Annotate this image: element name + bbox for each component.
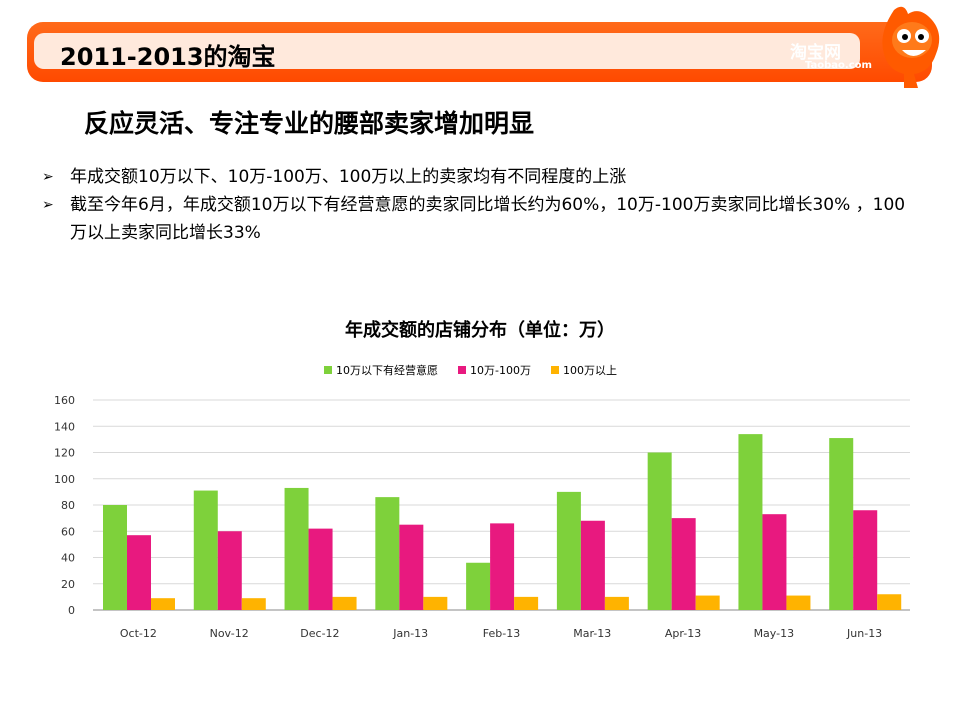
y-tick-label: 160 (54, 394, 75, 407)
legend-label: 10万以下有经营意愿 (336, 364, 438, 377)
legend-label: 100万以上 (562, 364, 617, 377)
legend-swatch (550, 366, 559, 374)
bullet-item: ➢ 年成交额10万以下、10万-100万、100万以上的卖家均有不同程度的上涨 (40, 163, 920, 191)
bar-1 (399, 524, 424, 610)
y-tick-label: 60 (61, 525, 75, 538)
bar-1 (671, 518, 696, 610)
y-tick-label: 140 (54, 420, 75, 433)
chart-title: 年成交额的店铺分布（单位：万） (345, 320, 615, 341)
bar-1 (217, 531, 242, 610)
x-tick-label: Nov-12 (210, 627, 249, 640)
x-tick-label: Mar-13 (573, 627, 611, 640)
taobao-logo-subtext: Taobao.com (805, 60, 872, 71)
bar-2 (332, 596, 357, 610)
y-tick-label: 40 (61, 552, 75, 565)
x-tick-label: Jun-13 (846, 627, 882, 640)
x-tick-label: May-13 (754, 627, 795, 640)
bar-chart: 0 20 40 60 80 100 120 140 160 Oct-12 Nov-12 Dec-12 J… (54, 394, 910, 640)
header-banner-inner (34, 33, 860, 69)
bar-0 (466, 562, 491, 610)
x-tick-label: Jan-13 (392, 627, 428, 640)
bar-0 (193, 490, 218, 610)
bullet-arrow-icon: ➢ (42, 169, 54, 185)
bar-0 (375, 497, 400, 610)
bar-1 (490, 523, 515, 610)
bar-0 (738, 434, 763, 610)
bar-1 (853, 510, 878, 610)
bar-0 (647, 452, 672, 610)
legend-item: 100万以上 (550, 362, 617, 378)
bar-2 (151, 598, 175, 610)
bar-2 (877, 594, 902, 610)
y-tick-label: 100 (54, 473, 75, 486)
x-tick-label: Apr-13 (665, 627, 701, 640)
x-tick-label: Oct-12 (120, 627, 157, 640)
bar-0 (284, 487, 309, 610)
bullet-text: 截至今年6月，年成交额10万以下有经营意愿的卖家同比增长约为60%，10万-10… (70, 195, 906, 243)
legend-swatch (458, 366, 466, 374)
legend-item: 10万-100万 (458, 362, 531, 378)
x-tick-label: Dec-12 (300, 627, 339, 640)
chart-legend: 10万以下有经营意愿 10万-100万 100万以上 (324, 362, 617, 378)
bar-0 (103, 505, 127, 610)
bullet-item: ➢ 截至今年6月，年成交额10万以下有经营意愿的卖家同比增长约为60%，10万-… (40, 191, 920, 247)
bar-2 (423, 596, 448, 610)
bar-2 (241, 598, 266, 610)
legend-item: 10万以下有经营意愿 (324, 362, 438, 378)
bar-0 (829, 438, 854, 610)
bullet-list: ➢ 年成交额10万以下、10万-100万、100万以上的卖家均有不同程度的上涨 … (40, 163, 920, 247)
slide-subtitle: 反应灵活、专注专业的腰部卖家增加明显 (84, 109, 535, 138)
y-tick-label: 20 (61, 578, 75, 591)
taobao-mascot-icon (882, 6, 940, 88)
bullet-text: 年成交额10万以下、10万-100万、100万以上的卖家均有不同程度的上涨 (70, 167, 627, 187)
y-tick-label: 120 (54, 447, 75, 460)
y-tick-label: 80 (61, 499, 75, 512)
header-banner (27, 22, 932, 82)
bar-1 (580, 520, 605, 610)
bar-2 (695, 595, 720, 610)
bar-1 (127, 535, 151, 610)
taobao-logo-text: 淘宝网 (790, 43, 841, 63)
legend-swatch (324, 366, 332, 374)
bar-1 (308, 528, 333, 610)
bar-2 (604, 596, 629, 610)
bar-2 (786, 595, 811, 610)
legend-label: 10万-100万 (470, 364, 531, 377)
y-tick-label: 0 (68, 604, 75, 617)
x-tick-label: Feb-13 (483, 627, 520, 640)
bar-1 (762, 514, 787, 610)
bar-2 (514, 596, 539, 610)
bar-0 (556, 491, 581, 610)
bullet-arrow-icon: ➢ (42, 197, 54, 213)
page-title: 2011-2013的淘宝 (60, 43, 276, 71)
